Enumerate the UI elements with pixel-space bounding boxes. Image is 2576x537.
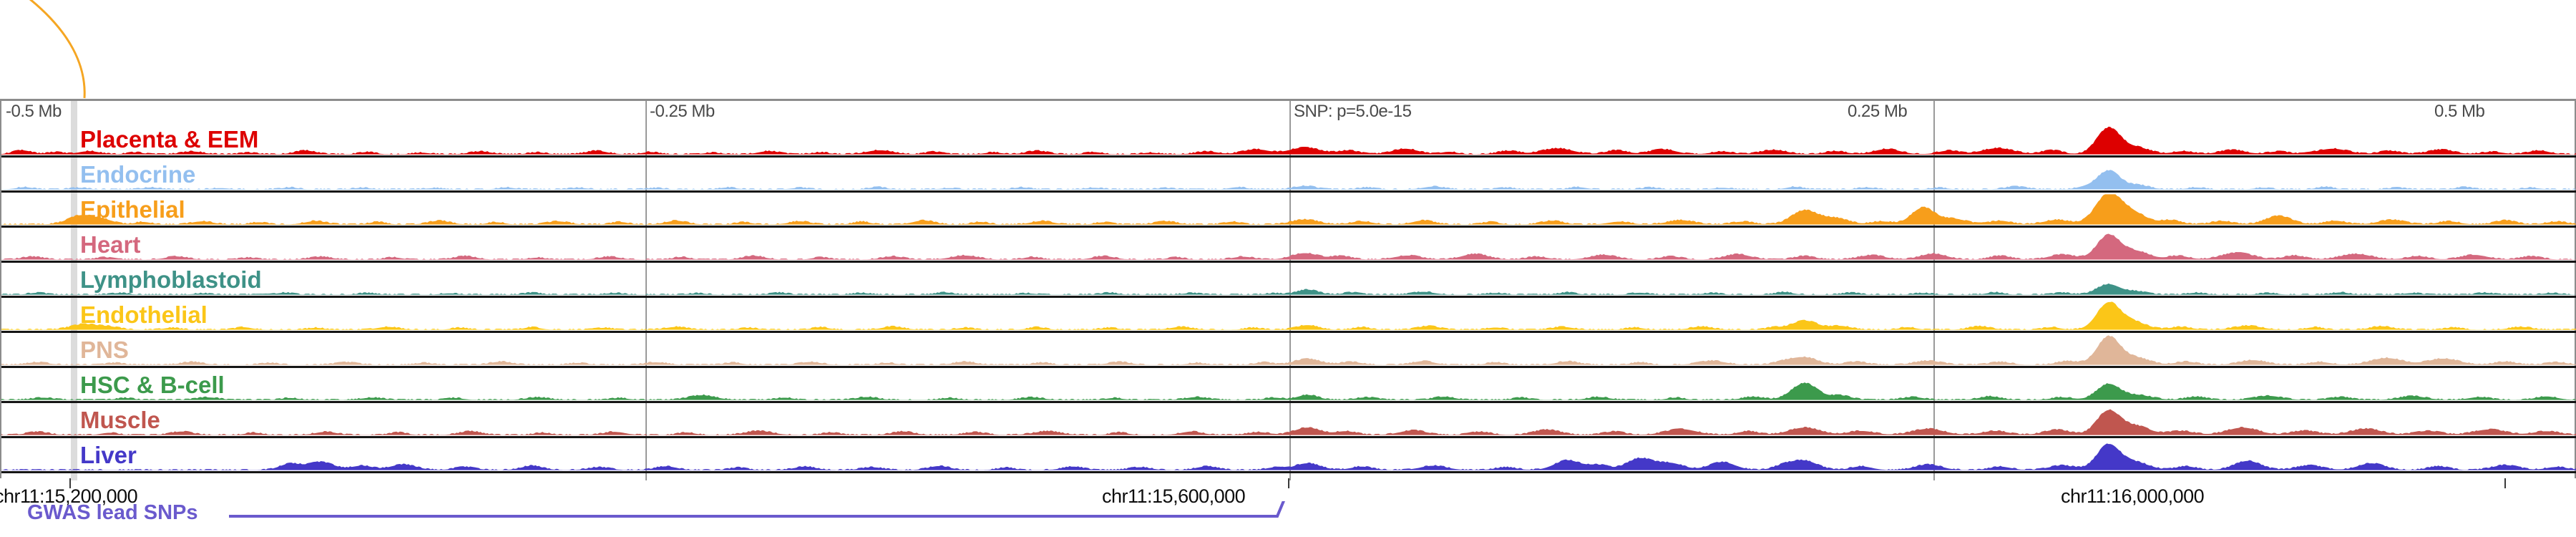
track-label-2: Epithelial xyxy=(80,196,185,223)
signal-track-epithelial[interactable]: Epithelial xyxy=(1,193,2576,228)
track-label-3: Heart xyxy=(80,231,141,258)
signal-profile-9 xyxy=(1,443,2576,470)
chromatin-interaction-arc-icon xyxy=(29,0,86,99)
track-label-8: Muscle xyxy=(80,407,160,433)
coord-tick-center xyxy=(1288,478,1289,488)
track-label-5: Endothelial xyxy=(80,301,208,328)
coord-label-right: chr11:16,000,000 xyxy=(2061,485,2205,507)
axis-tick-label-2: SNP: p=5.0e-15 xyxy=(1294,102,1412,121)
signal-profile-8 xyxy=(1,409,2576,435)
coord-label-center: chr11:15,600,000 xyxy=(1102,485,1246,507)
signal-profile-2 xyxy=(1,194,2576,225)
gridline-snp-center xyxy=(1289,101,1291,480)
signal-track-lymphoblastoid[interactable]: Lymphoblastoid xyxy=(1,263,2576,298)
coord-label-left: chr11:15,200,000 xyxy=(0,485,138,507)
coord-tick-left xyxy=(69,478,71,488)
signal-track-hsc-b-cell[interactable]: HSC & B-cell xyxy=(1,368,2576,403)
gwas-lead-snps-line xyxy=(229,501,1285,518)
signal-profile-1 xyxy=(1,170,2576,190)
chromatin-arc-layer xyxy=(0,0,2576,100)
gridline-minus-025 xyxy=(645,101,647,480)
signal-track-endothelial[interactable]: Endothelial xyxy=(1,298,2576,333)
signal-track-placenta-eem[interactable]: Placenta & EEM xyxy=(1,122,2576,158)
signal-track-pns[interactable]: PNS xyxy=(1,333,2576,368)
coordinate-axis: chr11:15,200,000 chr11:15,600,000 chr11:… xyxy=(0,478,2576,507)
signal-track-liver[interactable]: Liver xyxy=(1,438,2576,473)
signal-track-endocrine[interactable]: Endocrine xyxy=(1,158,2576,193)
track-label-7: HSC & B-cell xyxy=(80,372,225,398)
gwas-lead-snps-label: GWAS lead SNPs xyxy=(27,501,198,524)
axis-tick-label-4: 0.5 Mb xyxy=(2434,102,2485,121)
browser-panel[interactable]: -0.5 Mb -0.25 Mb SNP: p=5.0e-15 0.25 Mb … xyxy=(0,99,2576,480)
signal-profile-3 xyxy=(1,233,2576,260)
gwas-lead-snps-track[interactable]: GWAS lead SNPs xyxy=(0,501,2576,537)
axis-tick-label-0: -0.5 Mb xyxy=(6,102,62,121)
signal-tracks: Placenta & EEM Endocrine Epithelial Heart Ly… xyxy=(1,101,2576,480)
track-label-4: Lymphoblastoid xyxy=(80,266,262,293)
signal-profile-5 xyxy=(1,301,2576,330)
signal-profile-6 xyxy=(1,335,2576,365)
gridline-plus-025 xyxy=(1933,101,1935,480)
track-label-0: Placenta & EEM xyxy=(80,126,259,153)
signal-profile-7 xyxy=(1,382,2576,400)
signal-profile-0 xyxy=(1,126,2576,155)
track-label-6: PNS xyxy=(80,337,129,363)
axis-tick-label-3: 0.25 Mb xyxy=(1848,102,1908,121)
top-axis: -0.5 Mb -0.25 Mb SNP: p=5.0e-15 0.25 Mb … xyxy=(1,101,2575,122)
track-label-9: Liver xyxy=(80,442,137,468)
coord-tick-right xyxy=(2504,478,2506,488)
signal-track-muscle[interactable]: Muscle xyxy=(1,403,2576,438)
axis-tick-label-1: -0.25 Mb xyxy=(650,102,715,121)
track-label-1: Endocrine xyxy=(80,161,196,188)
signal-profile-4 xyxy=(1,283,2576,295)
signal-track-heart[interactable]: Heart xyxy=(1,228,2576,263)
gridline-left-edge xyxy=(71,101,77,480)
